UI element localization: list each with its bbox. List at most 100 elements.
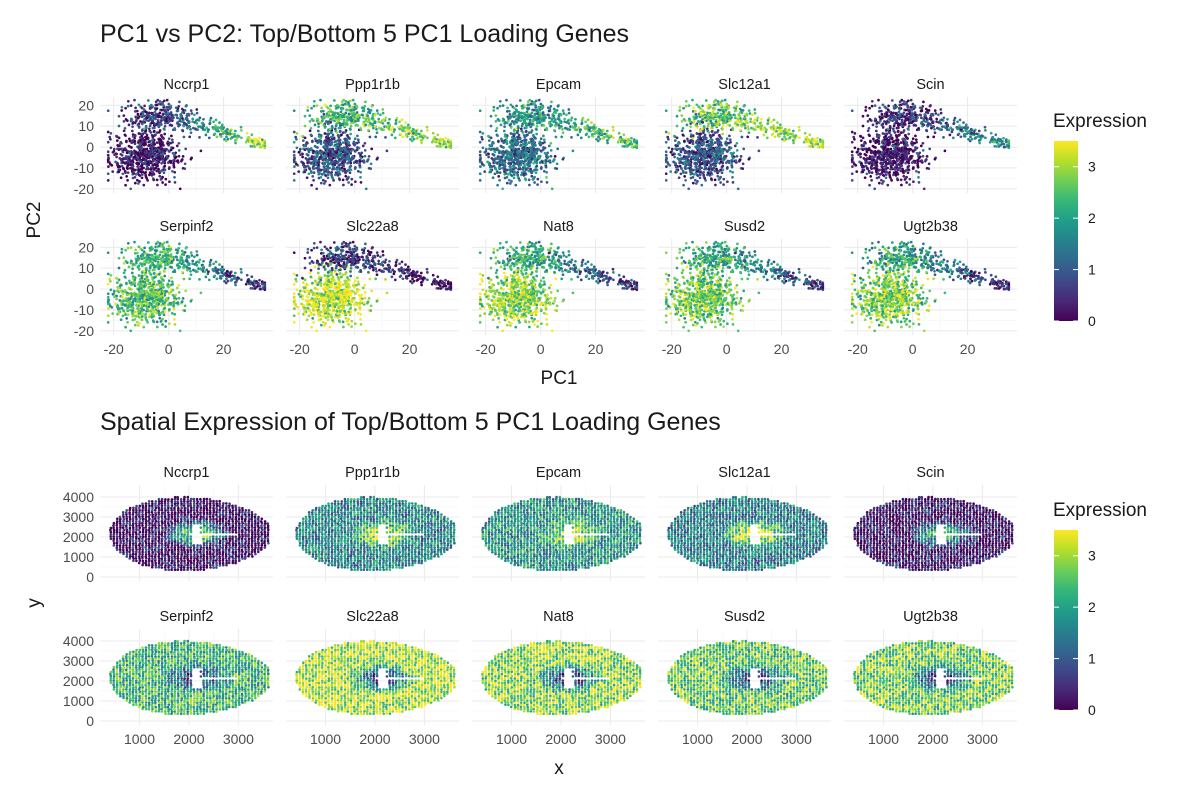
pca-point [532,134,535,137]
pca-point [521,154,524,158]
pca-point [566,119,570,122]
pca-point [703,126,706,130]
pca-point [419,139,423,142]
pca-point [850,158,854,162]
pca-point [246,138,250,141]
pca-point [816,136,819,140]
pca-point [250,139,254,143]
pca-point [159,119,163,123]
pca-point [549,104,553,108]
pca-point [900,164,903,168]
pca-point [585,132,589,136]
pca-point [524,151,527,155]
pca-point [705,140,709,144]
pca-point [779,132,782,136]
pca-point [907,168,911,172]
pca-point [853,146,857,150]
pca-point [557,124,561,127]
pca-point [125,139,128,143]
pca-point [150,115,154,119]
pca-point [721,128,724,131]
pca-point [115,155,118,159]
pca-point [901,130,905,134]
pca-point [126,104,130,108]
pca-point [140,132,144,136]
pca-point [933,157,937,161]
pca-point [125,151,129,155]
pca-point [358,162,361,166]
pca-point [496,118,500,121]
pca-point [369,167,373,170]
pca-point [118,142,122,146]
pca-point [885,149,889,152]
pca-point [292,140,296,144]
pca-point [500,155,504,159]
pca-point [134,173,138,176]
pca-point [489,144,492,148]
pca-point [772,124,775,128]
pca-point [902,174,906,178]
pca-point [319,98,322,102]
pca-point [664,158,668,162]
pca-point [570,116,574,120]
pca-point [739,155,743,158]
pca-point [226,131,229,135]
pca-point [420,141,423,145]
pca-point [172,162,175,166]
pca-point [303,170,307,174]
pca-point [559,121,562,125]
pca-point [295,162,298,166]
pca-point [529,137,533,141]
pca-point [537,98,541,102]
pca-point [714,183,717,187]
pca-point [349,128,352,131]
pca-point [903,178,907,181]
pca-point [303,144,306,148]
facet-panel-slc12a1: Slc12a1 [658,77,831,193]
pca-point [776,132,780,136]
pca-point [307,150,311,154]
pca-point [348,171,352,175]
pca-point [555,167,559,170]
pca-point [556,147,560,151]
pca-point [624,142,628,146]
pca-point [184,104,188,108]
pca-point [317,125,320,129]
pca-point [183,109,187,112]
pca-point [682,118,686,121]
pca-point [166,140,170,144]
pca-point [532,150,535,154]
pca-point [544,165,548,169]
pca-point [306,153,310,157]
pca-point [370,147,374,151]
pca-point [723,105,726,109]
pca-point [327,111,331,115]
pca-point [716,122,720,126]
pca-point [517,147,521,151]
pca-point [150,146,154,149]
pca-point [897,148,901,152]
pca-point [385,149,389,153]
pca-point [870,171,874,174]
pca-point [172,160,176,163]
pca-point [894,170,898,174]
pca-point [151,136,155,139]
pca-point [896,130,900,133]
pca-point [297,150,301,154]
pca-point [368,111,372,115]
pca-point [915,146,919,150]
pca-point [735,154,739,158]
pca-point [337,177,341,180]
pca-point [880,112,884,116]
pca-point [678,105,682,109]
pca-point [184,147,188,151]
pca-point [732,113,736,117]
pca-point [310,118,314,121]
pca-point [375,131,379,135]
pca-point [605,129,609,133]
pca-point [326,129,330,132]
pca-point [375,127,378,131]
pca-point [485,153,488,157]
pca-point [626,139,630,143]
pca-point [749,117,753,121]
